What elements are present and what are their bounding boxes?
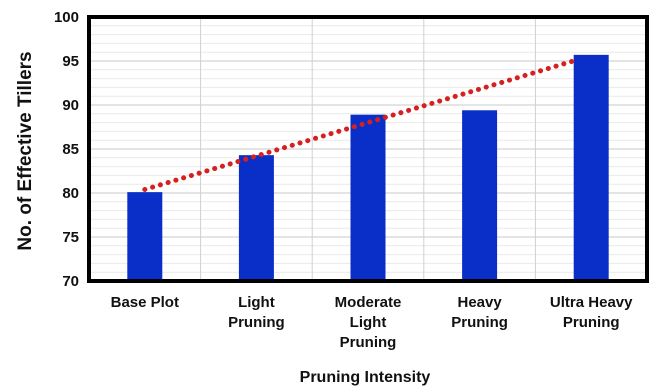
- x-category-label: Moderate Light Pruning: [335, 294, 402, 351]
- bar: [573, 54, 609, 282]
- y-tick-label: 70: [62, 273, 79, 290]
- y-tick-labels: 70 75 80 85 90 95 100: [54, 9, 79, 290]
- x-category-labels: Base Plot Light Pruning Moderate Light Prunin…: [111, 294, 634, 351]
- y-tick-label: 80: [62, 185, 79, 202]
- trend-line: [142, 58, 576, 192]
- plot-frame: [87, 15, 649, 283]
- x-category-label: Light Pruning: [228, 294, 285, 331]
- bars: [127, 54, 609, 282]
- y-tick-label: 100: [54, 9, 79, 26]
- y-tick-label: 95: [62, 53, 79, 70]
- x-category-label: Base Plot: [111, 294, 179, 311]
- y-tick-label: 75: [62, 229, 79, 246]
- bar: [350, 114, 386, 282]
- y-tick-label: 85: [62, 141, 79, 158]
- bar: [127, 192, 163, 281]
- x-category-label: Ultra Heavy Pruning: [550, 294, 633, 331]
- bar: [462, 110, 498, 281]
- trendline: [142, 58, 576, 192]
- x-axis-title: Pruning Intensity: [300, 369, 431, 386]
- y-tick-label: 90: [62, 97, 79, 114]
- bar: [238, 155, 274, 281]
- y-axis-title: No. of Effective Tillers: [15, 51, 36, 250]
- x-category-label: Heavy Pruning: [451, 294, 508, 331]
